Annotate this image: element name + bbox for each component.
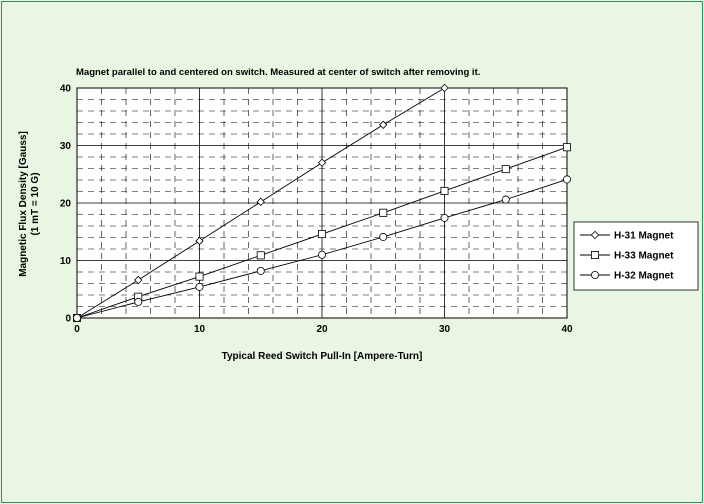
y-axis-label-unit-note: (1 mT = 10 G)	[30, 172, 41, 235]
data-point-1-8	[563, 143, 572, 152]
data-point-1-2	[195, 272, 204, 281]
legend-label: H-33 Magnet	[614, 251, 674, 262]
chart-title: Magnet parallel to and centered on switc…	[76, 67, 480, 78]
y-axis-label: Magnetic Flux Density [Gauss]	[18, 131, 29, 277]
legend-entry-1: H-33 Magnet	[580, 251, 674, 262]
legend-entry-0: H-31 Magnet	[580, 231, 674, 242]
x-axis-label: Typical Reed Switch Pull-In [Ampere-Turn…	[222, 351, 423, 362]
data-point-1-4	[317, 230, 326, 239]
y-tick-label: 40	[60, 84, 72, 95]
data-point-1-3	[256, 251, 265, 260]
series-0	[72, 83, 449, 323]
series-1	[73, 143, 572, 322]
data-point-0-6	[440, 83, 449, 93]
legend: H-31 Magnet H-33 Magnet H-32 Magnet	[573, 221, 699, 291]
data-point-1-6	[440, 186, 449, 195]
data-point-0-4	[317, 158, 327, 167]
y-tick-label: 10	[60, 256, 72, 267]
data-point-2-0	[73, 313, 82, 322]
data-point-2-1	[134, 297, 143, 306]
x-tick-label: 0	[74, 324, 80, 335]
y-tick-label: 30	[60, 141, 72, 152]
data-point-2-4	[317, 250, 326, 259]
y-tick-label: 20	[60, 199, 72, 210]
legend-label: H-32 Magnet	[614, 271, 674, 282]
data-point-2-8	[563, 175, 572, 184]
x-tick-label: 10	[194, 324, 206, 335]
data-point-1-7	[501, 165, 510, 174]
data-point-0-2	[195, 236, 204, 246]
y-tick-label: 0	[65, 314, 71, 325]
legend-entry-2: H-32 Magnet	[580, 271, 674, 282]
x-tick-label: 40	[561, 324, 573, 335]
legend-marker	[590, 230, 600, 240]
plot-border	[76, 87, 568, 319]
data-point-2-7	[501, 195, 510, 204]
legend-marker	[591, 250, 600, 259]
x-tick-label: 30	[439, 324, 451, 335]
data-point-2-3	[256, 266, 265, 275]
data-point-0-1	[134, 275, 143, 285]
legend-marker	[591, 270, 600, 279]
data-point-1-5	[379, 208, 388, 217]
data-point-2-2	[195, 282, 204, 291]
data-point-2-6	[440, 213, 449, 222]
data-point-0-3	[256, 197, 265, 207]
legend-label: H-31 Magnet	[614, 231, 674, 242]
data-point-0-5	[379, 120, 388, 129]
series-2	[73, 175, 572, 322]
data-point-2-5	[379, 232, 388, 241]
x-tick-label: 20	[316, 324, 328, 335]
